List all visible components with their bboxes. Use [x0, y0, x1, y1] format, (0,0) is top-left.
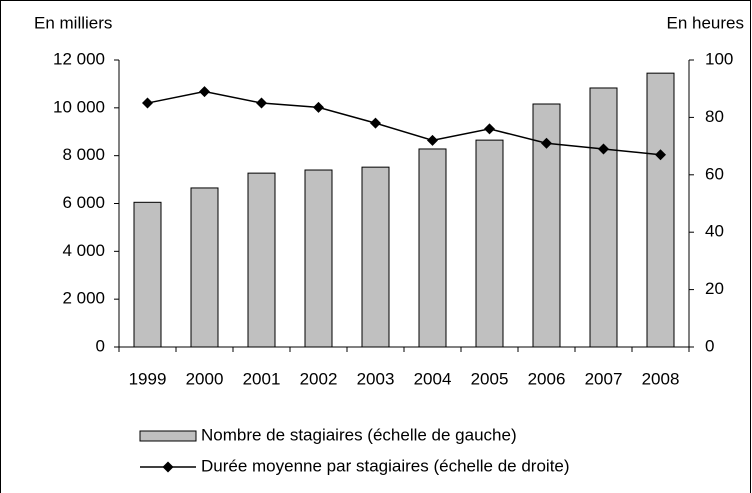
- y-tick-label: 8 000: [62, 145, 105, 164]
- x-tick-label: 2002: [300, 369, 338, 388]
- y-tick-label: 4 000: [62, 241, 105, 260]
- bar: [247, 172, 276, 348]
- marker: [484, 123, 495, 135]
- marker: [370, 117, 381, 129]
- y-tick-label: 10 000: [53, 97, 105, 116]
- y2-tick-label: 100: [705, 49, 733, 68]
- bar: [475, 139, 504, 348]
- x-tick-label: 2000: [186, 369, 224, 388]
- line: [147, 90, 661, 156]
- y-tick-label: 0: [96, 336, 105, 355]
- marker: [199, 86, 210, 98]
- y-axis-label: En milliers: [34, 13, 112, 32]
- x-tick-label: 2008: [642, 369, 680, 388]
- y2-tick-label: 60: [705, 164, 724, 183]
- marker: [541, 137, 552, 149]
- x-tick-label: 2006: [528, 369, 566, 388]
- marker: [313, 101, 324, 113]
- x-tick-label: 2001: [243, 369, 281, 388]
- marker: [256, 97, 267, 109]
- y2-tick-label: 20: [705, 279, 724, 298]
- marker: [598, 143, 609, 155]
- x-tick-label: 2007: [585, 369, 623, 388]
- legend-label: Nombre de stagiaires (échelle de gauche): [201, 425, 517, 444]
- bar: [646, 72, 675, 348]
- marker: [142, 97, 153, 109]
- bar: [361, 166, 390, 348]
- bar: [418, 148, 447, 348]
- y2-tick-label: 40: [705, 222, 724, 241]
- x-tick-label: 1999: [129, 369, 167, 388]
- legend-marker: [162, 461, 174, 473]
- y2-tick-label: 0: [705, 336, 714, 355]
- bar: [133, 201, 162, 348]
- y-tick-label: 2 000: [62, 289, 105, 308]
- legend-label: Durée moyenne par stagiaires (échelle de…: [201, 456, 570, 475]
- x-tick-label: 2004: [414, 369, 452, 388]
- legend-swatch: [139, 430, 197, 442]
- y2-axis-label: En heures: [667, 13, 745, 32]
- y-tick-label: 12 000: [53, 49, 105, 68]
- bar: [190, 187, 219, 348]
- x-tick-label: 2005: [471, 369, 509, 388]
- y2-tick-label: 80: [705, 107, 724, 126]
- bar: [589, 87, 618, 348]
- marker: [655, 149, 666, 161]
- marker: [427, 134, 438, 146]
- bar: [304, 169, 333, 348]
- y-tick-label: 6 000: [62, 193, 105, 212]
- x-tick-label: 2003: [357, 369, 395, 388]
